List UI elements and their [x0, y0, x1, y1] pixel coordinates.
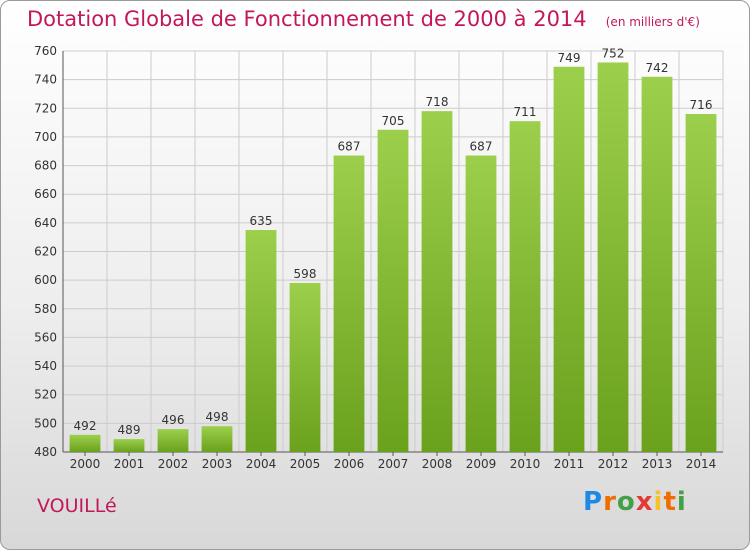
logo-letter: i — [676, 487, 687, 517]
logo-letter: x — [635, 487, 654, 517]
logo-letter: o — [616, 487, 636, 517]
y-tick-label: 720 — [34, 101, 57, 115]
x-tick-label: 2002 — [158, 457, 189, 471]
unit-text: (en milliers d'€) — [605, 15, 700, 29]
y-tick-label: 760 — [34, 44, 57, 58]
y-tick-label: 700 — [34, 130, 57, 144]
bars — [69, 62, 717, 453]
y-tick-label: 680 — [34, 159, 57, 173]
bar-2012 — [597, 62, 629, 452]
x-tick-label: 2003 — [202, 457, 233, 471]
data-label: 749 — [558, 51, 581, 65]
bar-2003 — [201, 426, 233, 452]
y-tick-label: 660 — [34, 187, 57, 201]
y-tick-label: 560 — [34, 330, 57, 344]
y-tick-label: 480 — [34, 445, 57, 459]
data-label: 718 — [426, 95, 449, 109]
x-tick-label: 2013 — [642, 457, 673, 471]
logo-letter: i — [653, 487, 664, 517]
y-tick-label: 740 — [34, 73, 57, 87]
y-tick-label: 520 — [34, 388, 57, 402]
y-tick-label: 580 — [34, 302, 57, 316]
data-label: 711 — [514, 105, 537, 119]
data-label: 705 — [382, 114, 405, 128]
chart-title: Dotation Globale de Fonctionnement de 20… — [27, 7, 700, 31]
data-labels: 492 489 496 498 635 598 687 705 718 687 711 749 752 7… — [74, 46, 713, 437]
x-tick-label: 2005 — [290, 457, 321, 471]
bar-2014 — [685, 114, 717, 452]
bar-2004 — [245, 230, 277, 452]
bar-2001 — [113, 439, 145, 452]
bar-2010 — [509, 121, 541, 453]
bar-2008 — [421, 111, 453, 453]
x-tick-label: 2012 — [598, 457, 629, 471]
logo-letter: P — [583, 487, 604, 517]
x-tick-label: 2008 — [422, 457, 453, 471]
commune-name: VOUILLé — [37, 495, 117, 517]
data-label: 489 — [118, 423, 141, 437]
data-label: 716 — [690, 98, 713, 112]
data-label: 498 — [206, 410, 229, 424]
bar-2011 — [553, 66, 585, 452]
bar-2002 — [157, 429, 189, 452]
x-tick-label: 2001 — [114, 457, 145, 471]
x-tick-label: 2009 — [466, 457, 497, 471]
bar-2005 — [289, 283, 321, 452]
data-label: 687 — [470, 140, 493, 154]
x-tick-label: 2011 — [554, 457, 585, 471]
x-tick-label: 2007 — [378, 457, 409, 471]
data-label: 496 — [162, 413, 185, 427]
x-tick-label: 2004 — [246, 457, 277, 471]
x-tick-label: 2010 — [510, 457, 541, 471]
data-label: 687 — [338, 140, 361, 154]
logo-letter: t — [663, 487, 677, 517]
logo-letter: r — [603, 487, 617, 517]
x-tick-label: 2014 — [686, 457, 717, 471]
x-tick-label: 2000 — [70, 457, 101, 471]
bar-2006 — [333, 155, 365, 452]
title-text: Dotation Globale de Fonctionnement de 20… — [27, 7, 587, 31]
bar-2000 — [69, 434, 101, 452]
data-label: 598 — [294, 267, 317, 281]
bar-2007 — [377, 129, 409, 452]
axes: 480 500 520 540 560 580 600 620 640 660 680 700 720 7… — [34, 44, 723, 471]
y-tick-label: 500 — [34, 416, 57, 430]
data-label: 742 — [646, 61, 669, 75]
proxiti-logo: Proxiti — [583, 487, 687, 517]
data-label: 635 — [250, 214, 273, 228]
y-tick-label: 640 — [34, 216, 57, 230]
y-tick-label: 540 — [34, 359, 57, 373]
y-tick-label: 600 — [34, 273, 57, 287]
data-label: 492 — [74, 419, 97, 433]
bar-2009 — [465, 155, 497, 452]
data-label: 752 — [602, 46, 625, 60]
y-tick-label: 620 — [34, 245, 57, 259]
bar-2013 — [641, 76, 673, 453]
x-tick-label: 2006 — [334, 457, 365, 471]
